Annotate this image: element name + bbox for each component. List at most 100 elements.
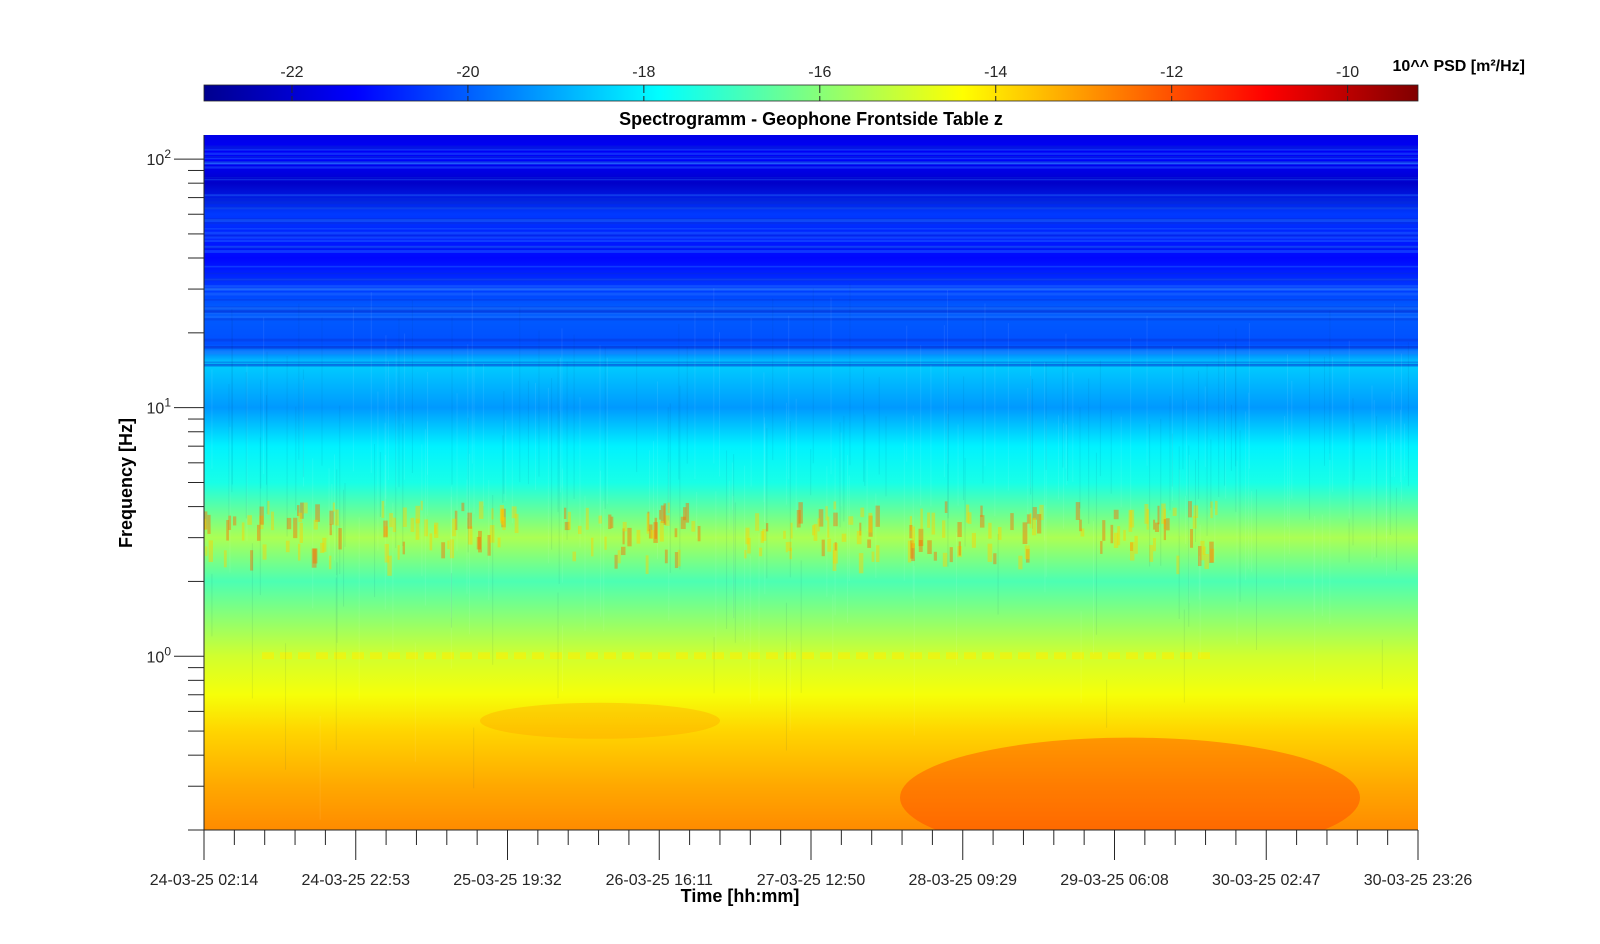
noise-streak — [384, 422, 386, 506]
noise-streak — [947, 364, 949, 519]
noise-streak — [734, 502, 736, 643]
x-tick-label: 26-03-25 16:11 — [606, 872, 713, 889]
noise-streak — [1062, 362, 1064, 468]
activity-streak — [653, 522, 658, 543]
noise-streak — [551, 378, 553, 550]
one-hz-streak — [748, 652, 760, 660]
activity-streak — [1192, 516, 1197, 529]
activity-streak — [1022, 522, 1028, 544]
one-hz-streak — [874, 652, 886, 660]
activity-streak — [614, 554, 618, 569]
noise-streak — [956, 532, 958, 666]
activity-streak — [683, 507, 687, 521]
noise-streak — [336, 469, 338, 576]
noise-streak — [1160, 418, 1162, 566]
noise-streak — [719, 332, 721, 477]
activity-streak — [646, 513, 650, 534]
activity-streak — [957, 522, 962, 538]
noise-streak — [352, 307, 354, 472]
spectral-band — [204, 346, 1418, 348]
one-hz-streak — [334, 652, 346, 660]
plot-area: 102 101 100 24-03-25 02:14 24-03-25 22:53 25… — [147, 135, 1472, 889]
noise-streak — [1255, 489, 1257, 651]
noise-streak — [1120, 416, 1122, 508]
activity-streak — [461, 502, 465, 512]
noise-streak — [466, 479, 468, 594]
one-hz-streak — [1162, 652, 1174, 660]
noise-streak — [1385, 433, 1387, 539]
noise-streak — [1371, 385, 1373, 563]
spectral-band — [204, 309, 1418, 313]
noise-streak — [1386, 424, 1388, 576]
activity-streak — [270, 511, 275, 531]
one-hz-streak — [910, 652, 922, 660]
activity-streak — [827, 516, 830, 538]
activity-streak — [1102, 520, 1106, 541]
one-hz-streak — [622, 652, 634, 660]
noise-streak — [1106, 679, 1108, 728]
activity-streak — [627, 527, 632, 547]
noise-streak — [286, 355, 288, 537]
noise-streak — [1352, 398, 1354, 546]
noise-streak — [1149, 424, 1151, 567]
spectrogram-texture — [204, 145, 1418, 830]
activity-streak — [654, 517, 658, 539]
noise-streak — [912, 415, 914, 599]
one-hz-streak — [604, 652, 616, 660]
activity-streak — [487, 534, 491, 556]
one-hz-streak — [820, 652, 832, 660]
activity-streak — [949, 547, 953, 563]
one-hz-streak — [712, 652, 724, 660]
noise-streak — [450, 496, 452, 618]
noise-streak — [1239, 430, 1241, 602]
noise-streak — [763, 417, 765, 522]
activity-streak — [1209, 541, 1214, 563]
activity-streak — [293, 517, 298, 539]
one-hz-streak — [496, 652, 508, 660]
noise-streak — [1065, 333, 1067, 469]
activity-streak — [1149, 544, 1154, 562]
activity-streak — [303, 502, 308, 514]
activity-streak — [871, 551, 875, 562]
activity-streak — [1157, 505, 1160, 525]
noise-streak — [694, 311, 696, 479]
noise-streak — [231, 309, 233, 493]
spectral-band — [204, 287, 1418, 290]
noise-streak — [1032, 378, 1034, 529]
activity-streak — [1100, 541, 1103, 554]
activity-streak — [789, 547, 792, 560]
activity-streak — [944, 501, 948, 513]
noise-streak — [395, 410, 397, 549]
noise-streak — [713, 637, 715, 694]
noise-streak — [963, 376, 965, 500]
noise-streak — [402, 423, 404, 547]
one-hz-streak — [1000, 652, 1012, 660]
activity-streak — [622, 521, 627, 532]
activity-streak — [497, 537, 501, 548]
one-hz-streak — [514, 652, 526, 660]
noise-streak — [377, 391, 379, 551]
x-tick-label: 30-03-25 02:47 — [1212, 872, 1321, 889]
one-hz-streak — [802, 652, 814, 660]
activity-streak — [256, 524, 261, 541]
activity-streak — [920, 508, 923, 530]
activity-streak — [909, 516, 913, 531]
activity-streak — [514, 513, 519, 534]
x-tick-label: 24-03-25 02:14 — [150, 872, 259, 889]
colorbar-tick-label: -18 — [632, 64, 655, 81]
noise-streak — [1188, 454, 1190, 604]
one-hz-streak — [316, 652, 328, 660]
activity-streak — [454, 510, 458, 531]
noise-streak — [1210, 439, 1212, 508]
activity-streak — [585, 507, 589, 530]
noise-streak — [573, 334, 575, 499]
spectral-band — [204, 272, 1418, 275]
colorbar-tick-label: -10 — [1336, 64, 1359, 81]
noise-streak — [263, 317, 265, 474]
spectral-band — [204, 318, 1418, 321]
y-tick-label: 100 — [147, 644, 172, 666]
noise-streak — [1404, 423, 1406, 477]
noise-streak — [1007, 323, 1009, 491]
noise-streak — [1389, 442, 1391, 535]
